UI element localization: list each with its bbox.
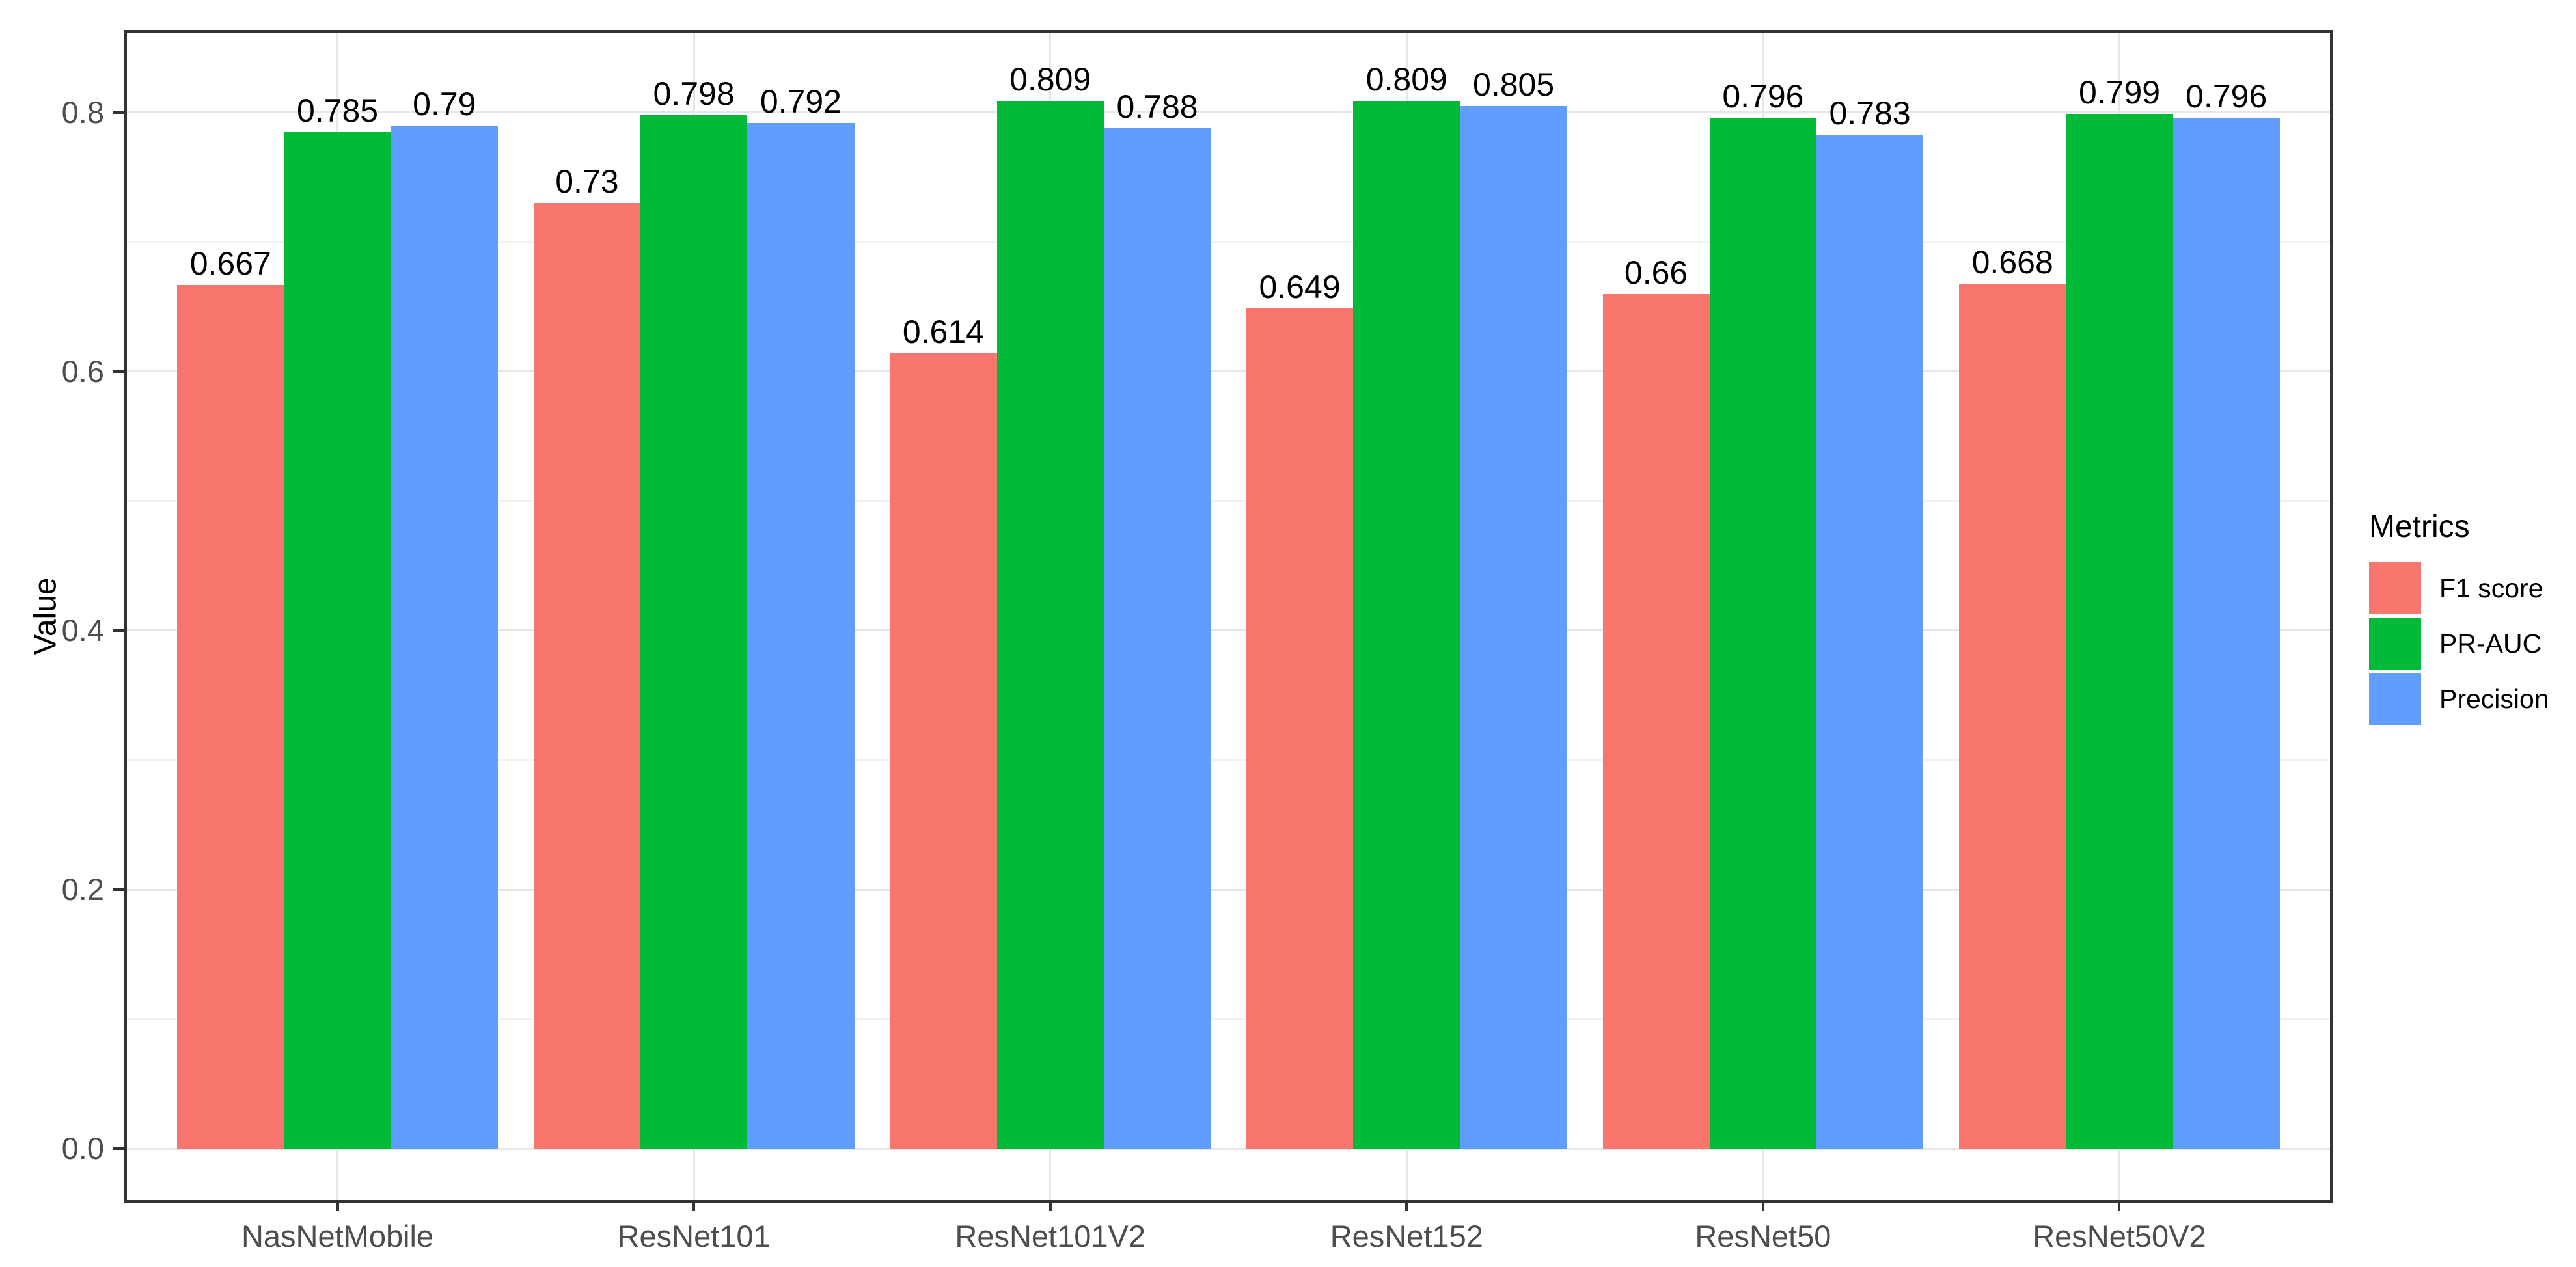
legend-title: Metrics <box>2369 510 2470 544</box>
x-tick-label-resnet101: ResNet101 <box>617 1219 771 1253</box>
x-tick-mark <box>2118 1203 2121 1211</box>
bar-pr-auc-resnet50 <box>1709 117 1816 1149</box>
legend-item-pr-auc: PR-AUC <box>2369 618 2549 670</box>
bar-value-label: 0.667 <box>189 245 271 282</box>
y-tick-mark <box>113 111 124 114</box>
bar-value-label: 0.66 <box>1624 254 1688 291</box>
x-tick-label-resnet101v2: ResNet101V2 <box>955 1219 1146 1253</box>
bar-value-label: 0.73 <box>555 163 619 200</box>
bar-precision-nasnetmobile <box>391 125 498 1149</box>
bar-precision-resnet101v2 <box>1103 128 1211 1149</box>
x-tick-mark <box>1048 1203 1052 1211</box>
y-axis-title: Value <box>28 577 63 655</box>
y-tick-label: 0.0 <box>61 1131 104 1166</box>
bar-f1-score-nasnetmobile <box>177 284 284 1149</box>
bar-value-label: 0.614 <box>902 314 984 351</box>
legend: Metrics F1 score PR-AUC Precision <box>2369 509 2549 728</box>
y-tick-label: 0.8 <box>61 94 104 129</box>
y-gridline-major <box>124 370 2333 373</box>
bar-value-label: 0.668 <box>1971 243 2053 280</box>
bar-f1-score-resnet50v2 <box>1959 283 2066 1149</box>
bar-layer: 0.667 0.73 0.614 0.649 0.66 0.668 0.785 0.798 0.… <box>124 30 2333 1203</box>
x-tick-mark <box>336 1203 339 1211</box>
x-tick-label-nasnetmobile: NasNetMobile <box>241 1219 434 1253</box>
bar-pr-auc-nasnetmobile <box>284 131 391 1149</box>
y-tick-mark <box>113 629 124 632</box>
bar-precision-resnet101 <box>747 122 855 1149</box>
bar-precision-resnet152 <box>1460 106 1567 1149</box>
x-tick-label-resnet152: ResNet152 <box>1330 1219 1483 1253</box>
legend-item-label: F1 score <box>2439 573 2543 603</box>
bar-value-label: 0.792 <box>760 83 842 120</box>
legend-swatch-pr-auc <box>2369 618 2421 670</box>
bar-f1-score-resnet50 <box>1602 293 1710 1149</box>
bar-precision-resnet50v2 <box>2172 117 2280 1149</box>
bar-f1-score-resnet101 <box>533 203 640 1149</box>
y-tick-mark <box>113 888 124 891</box>
bar-value-label: 0.809 <box>1365 61 1447 98</box>
bar-value-label: 0.796 <box>2185 77 2268 115</box>
bar-pr-auc-resnet101 <box>640 115 748 1149</box>
y-gridline-major <box>124 629 2333 632</box>
bar-value-label: 0.788 <box>1116 88 1198 125</box>
y-gridline-minor <box>124 759 2333 761</box>
bar-value-label: 0.805 <box>1473 66 1555 103</box>
bar-value-label: 0.799 <box>2078 74 2161 111</box>
x-tick-mark <box>1405 1203 1408 1211</box>
y-tick-mark <box>113 370 124 373</box>
x-tick-mark <box>692 1203 696 1211</box>
y-gridline-minor <box>124 500 2333 502</box>
bar-value-label: 0.796 <box>1722 77 1804 115</box>
bar-pr-auc-resnet50v2 <box>2066 114 2173 1149</box>
bar-f1-score-resnet101v2 <box>890 353 997 1149</box>
y-gridline-major <box>124 1147 2333 1150</box>
bar-pr-auc-resnet101v2 <box>996 101 1104 1149</box>
bar-value-label: 0.649 <box>1259 268 1341 305</box>
y-tick-mark <box>113 1147 124 1151</box>
bar-f1-score-resnet152 <box>1246 308 1354 1149</box>
legend-items: F1 score PR-AUC Precision <box>2369 562 2549 725</box>
x-tick-label-resnet50v2: ResNet50V2 <box>2033 1219 2206 1253</box>
y-gridline-minor <box>124 241 2333 243</box>
bar-value-label: 0.809 <box>1009 61 1091 98</box>
legend-swatch-precision <box>2369 673 2421 725</box>
bar-value-label: 0.785 <box>296 92 379 129</box>
bar-pr-auc-resnet152 <box>1353 101 1460 1149</box>
plot-panel: 0.667 0.73 0.614 0.649 0.66 0.668 0.785 0.798 0.… <box>124 30 2333 1203</box>
y-tick-label: 0.6 <box>61 353 104 388</box>
y-gridline-major <box>124 111 2333 114</box>
y-tick-label: 0.2 <box>61 872 104 906</box>
bar-value-label: 0.79 <box>413 85 476 122</box>
legend-item-label: PR-AUC <box>2439 629 2542 659</box>
bar-value-label: 0.798 <box>653 75 735 112</box>
y-tick-label: 0.4 <box>61 612 104 647</box>
legend-item-f1-score: F1 score <box>2369 562 2549 614</box>
legend-item-precision: Precision <box>2369 673 2549 725</box>
x-tick-label-resnet50: ResNet50 <box>1695 1219 1831 1253</box>
x-tick-mark <box>1761 1203 1764 1211</box>
legend-item-label: Precision <box>2439 684 2549 714</box>
y-gridline-minor <box>124 1018 2333 1020</box>
y-gridline-major <box>124 888 2333 891</box>
legend-swatch-f1-score <box>2369 562 2421 614</box>
bar-value-label: 0.783 <box>1829 94 1911 131</box>
bar-precision-resnet50 <box>1816 134 1924 1149</box>
